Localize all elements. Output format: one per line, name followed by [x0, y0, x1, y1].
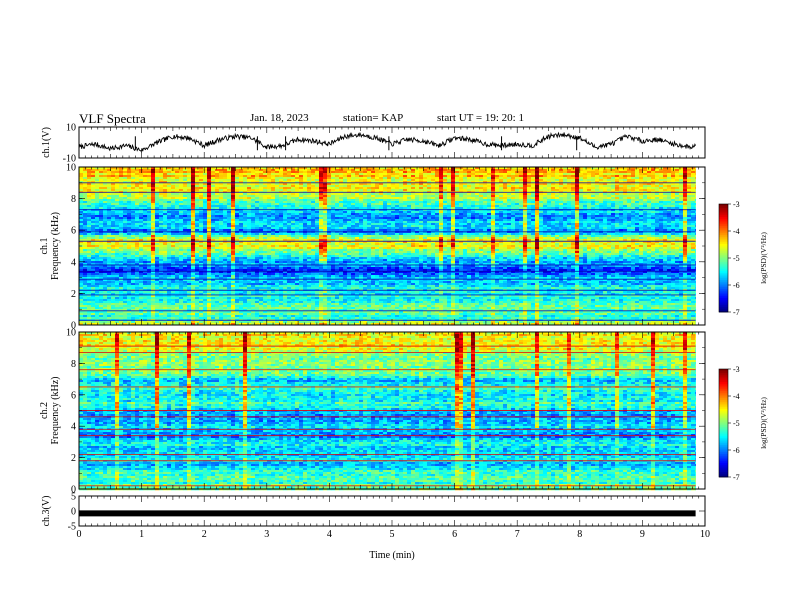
x-tick-label: 8: [577, 529, 582, 540]
colorbar-tick-label: -7: [733, 308, 740, 317]
colorbar-tick-label: -3: [733, 365, 740, 374]
y-tick-label: 6: [71, 226, 76, 237]
ch1-waveform-ylabel: ch.1(V): [41, 127, 52, 158]
y-tick-label: 5: [71, 492, 76, 503]
ch1-spectrogram-ylabel: ch.1: [39, 238, 50, 255]
ch2-spectrogram-ylabel: ch.2: [39, 402, 50, 419]
y-tick-label: 10: [66, 163, 76, 174]
y-tick-label: 2: [71, 289, 76, 300]
colorbar-tick-label: -4: [733, 227, 740, 236]
colorbar-tick-label: -6: [733, 281, 740, 290]
colorbar-label: log(PSD)(V²/Hz): [759, 397, 768, 449]
colorbar-tick-label: -3: [733, 200, 740, 209]
colorbar-tick-label: -6: [733, 446, 740, 455]
y-tick-label: -5: [68, 522, 76, 533]
x-tick-label: 6: [452, 529, 457, 540]
colorbar-tick-label: -5: [733, 254, 740, 263]
y-tick-label: 10: [66, 123, 76, 134]
y-tick-label: 6: [71, 390, 76, 401]
y-tick-label: 8: [71, 359, 76, 370]
ch2-spectrogram-colorbar: [719, 369, 728, 477]
x-tick-label: 10: [700, 529, 710, 540]
x-axis-title: Time (min): [369, 550, 414, 561]
x-tick-label: 4: [327, 529, 332, 540]
vlf-spectra-figure: 10-10ch.1(V)0246810ch.1 Frequency (kHz)-7…: [0, 0, 792, 612]
ch2-spectrogram-ylabel: Frequency (kHz): [50, 376, 61, 444]
y-tick-label: 4: [71, 257, 76, 268]
y-tick-label: 0: [71, 507, 76, 518]
y-tick-label: 2: [71, 453, 76, 464]
x-tick-label: 9: [640, 529, 645, 540]
ch2-spectrogram-image: [79, 332, 696, 490]
colorbar-tick-label: -7: [733, 473, 740, 482]
ch3-waveform-ylabel: ch.3(V): [41, 496, 52, 527]
x-tick-label: 5: [390, 529, 395, 540]
colorbar-label: log(PSD)(V²/Hz): [759, 232, 768, 284]
ch1-spectrogram-image: [79, 167, 696, 325]
y-tick-label: 8: [71, 194, 76, 205]
x-tick-label: 7: [515, 529, 520, 540]
ch1-spectrogram-ylabel: Frequency (kHz): [50, 212, 61, 280]
x-tick-label: 0: [77, 529, 82, 540]
x-tick-label: 1: [139, 529, 144, 540]
y-tick-label: 10: [66, 328, 76, 339]
ch1-spectrogram-colorbar: [719, 204, 728, 312]
ch1-waveform-trace: [79, 132, 696, 151]
colorbar-tick-label: -4: [733, 392, 740, 401]
x-tick-label: 3: [264, 529, 269, 540]
colorbar-tick-label: -5: [733, 419, 740, 428]
x-tick-label: 2: [202, 529, 207, 540]
y-tick-label: 4: [71, 422, 76, 433]
